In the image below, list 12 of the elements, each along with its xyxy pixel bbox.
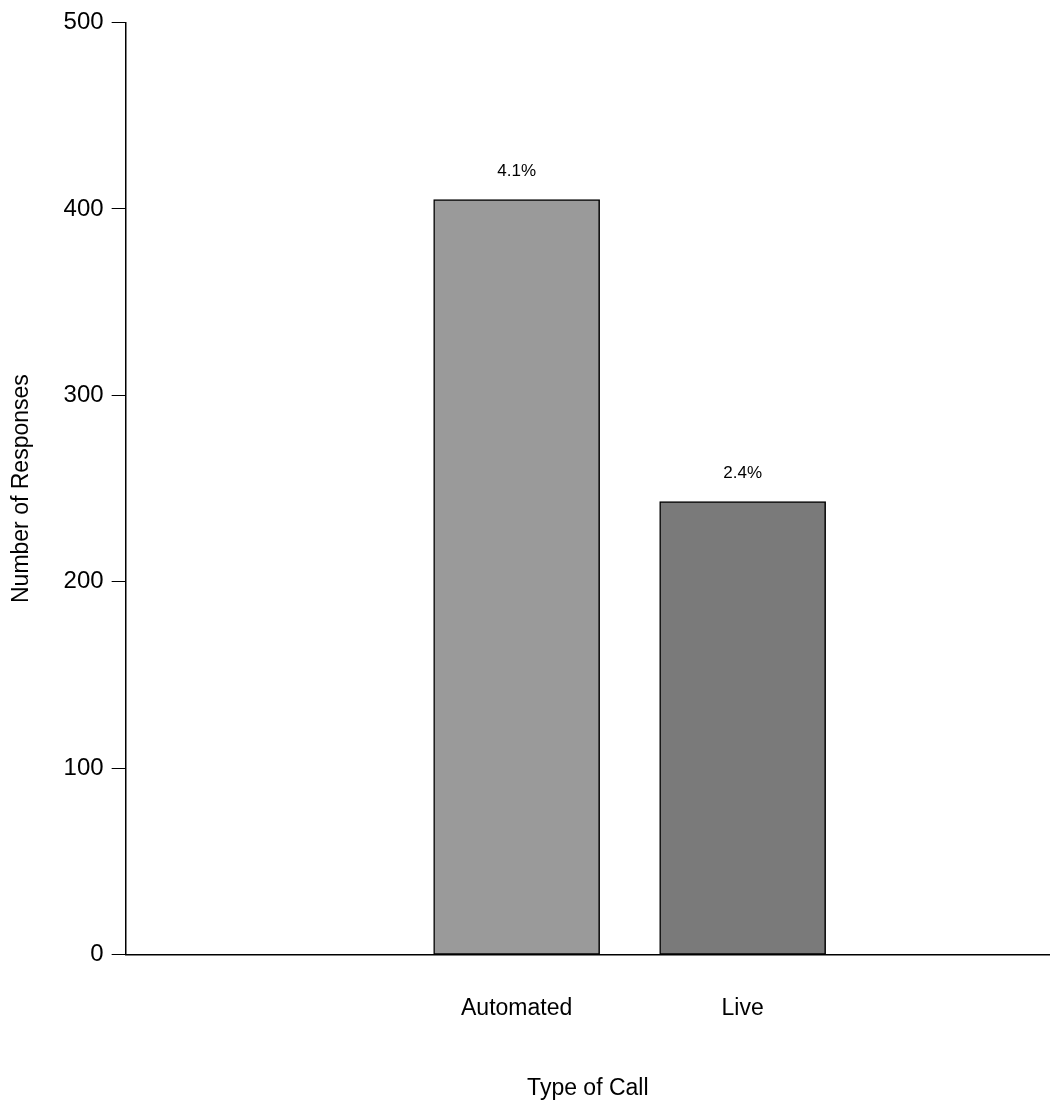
x-tick-label: Live xyxy=(721,993,764,1020)
y-tick-label: 300 xyxy=(63,379,104,407)
y-tick-label: 0 xyxy=(90,939,104,967)
y-tick-label: 400 xyxy=(63,193,104,221)
x-axis-title: Type of Call xyxy=(527,1073,649,1100)
annotation: 2.4% xyxy=(723,462,763,482)
y-tick-label: 500 xyxy=(63,7,104,35)
y-tick-label: 200 xyxy=(63,566,104,594)
y-tick-label: 100 xyxy=(63,752,104,780)
y-axis-title: Number of Responses xyxy=(7,374,34,604)
annotation: 4.1% xyxy=(497,160,537,180)
x-tick-label: Automated xyxy=(461,993,573,1020)
